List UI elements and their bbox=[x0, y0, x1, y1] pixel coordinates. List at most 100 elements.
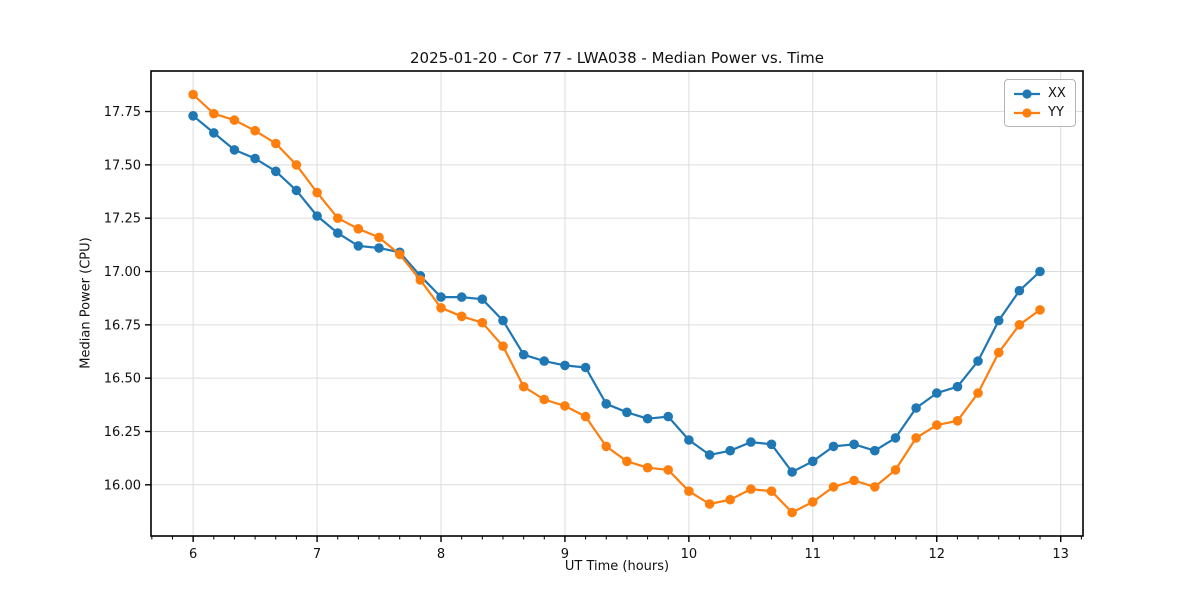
data-point-YY bbox=[1035, 305, 1045, 315]
data-point-XX bbox=[539, 356, 549, 366]
data-point-YY bbox=[622, 456, 632, 467]
data-point-YY bbox=[456, 311, 467, 322]
data-point-XX bbox=[828, 441, 839, 452]
data-point-YY bbox=[601, 441, 611, 452]
data-point-YY bbox=[870, 482, 880, 492]
data-point-XX bbox=[746, 437, 756, 447]
data-point-XX bbox=[870, 445, 880, 456]
data-point-YY bbox=[725, 494, 735, 505]
data-point-XX bbox=[952, 381, 963, 392]
data-point-YY bbox=[271, 138, 281, 149]
data-point-YY bbox=[250, 125, 260, 136]
data-point-YY bbox=[911, 433, 921, 443]
data-point-YY bbox=[766, 486, 777, 497]
data-point-XX bbox=[849, 439, 859, 450]
y-tick-label: 17.25 bbox=[104, 212, 141, 227]
data-point-XX bbox=[766, 439, 777, 450]
data-point-YY bbox=[890, 465, 901, 475]
data-point-XX bbox=[580, 362, 591, 373]
data-point-YY bbox=[312, 187, 322, 198]
series-line-YY bbox=[192, 93, 1041, 514]
data-point-XX bbox=[1014, 285, 1025, 296]
data-point-YY bbox=[932, 420, 942, 430]
y-axis-label: Median Power (CPU) bbox=[78, 237, 94, 369]
legend-label: XX bbox=[1048, 86, 1066, 101]
data-point-YY bbox=[415, 275, 426, 285]
data-point-XX bbox=[1035, 266, 1045, 277]
data-point-YY bbox=[353, 224, 364, 234]
data-point-XX bbox=[374, 243, 384, 253]
x-tick-label: 8 bbox=[437, 547, 445, 562]
data-point-XX bbox=[704, 450, 715, 460]
y-tick-label: 17.00 bbox=[104, 265, 141, 280]
y-tick-label: 16.25 bbox=[104, 425, 141, 440]
data-point-XX bbox=[973, 356, 983, 366]
x-axis-label: UT Time (hours) bbox=[564, 559, 670, 574]
data-point-XX bbox=[518, 349, 529, 360]
axes-spines bbox=[150, 70, 1084, 537]
data-point-YY bbox=[849, 475, 859, 486]
data-point-YY bbox=[394, 249, 405, 260]
x-tick-label: 13 bbox=[1052, 547, 1069, 562]
data-point-YY bbox=[436, 303, 446, 313]
data-point-YY bbox=[1014, 320, 1025, 330]
data-point-YY bbox=[560, 401, 570, 411]
data-point-XX bbox=[312, 211, 322, 221]
data-point-YY bbox=[477, 317, 488, 328]
data-point-XX bbox=[808, 456, 818, 467]
data-point-YY bbox=[333, 213, 343, 223]
x-tick-label: 6 bbox=[189, 547, 197, 562]
data-point-XX bbox=[477, 294, 488, 305]
data-point-XX bbox=[663, 411, 673, 422]
data-point-XX bbox=[456, 292, 467, 302]
data-point-XX bbox=[436, 292, 446, 302]
x-tick-label: 12 bbox=[928, 547, 945, 562]
data-point-XX bbox=[188, 111, 198, 121]
data-point-XX bbox=[271, 166, 281, 177]
y-tick-label: 16.75 bbox=[104, 318, 141, 333]
data-point-YY bbox=[374, 232, 384, 243]
data-point-XX bbox=[333, 228, 343, 238]
data-point-YY bbox=[663, 465, 673, 475]
data-point-XX bbox=[932, 388, 942, 398]
x-tick-label: 9 bbox=[561, 547, 569, 562]
chart-title: 2025-01-20 - Cor 77 - LWA038 - Median Po… bbox=[410, 49, 824, 67]
data-point-XX bbox=[684, 435, 694, 445]
y-tick-label: 17.50 bbox=[104, 158, 141, 173]
legend-label: YY bbox=[1048, 105, 1064, 120]
data-point-XX bbox=[890, 433, 901, 443]
data-point-YY bbox=[498, 341, 508, 352]
data-point-YY bbox=[973, 388, 983, 398]
data-point-XX bbox=[229, 145, 240, 155]
x-tick-label: 10 bbox=[681, 547, 698, 562]
data-point-YY bbox=[291, 160, 302, 170]
legend: XX YY bbox=[1004, 79, 1076, 127]
data-point-YY bbox=[209, 108, 219, 119]
data-point-YY bbox=[808, 497, 818, 507]
data-point-YY bbox=[229, 115, 240, 125]
data-point-YY bbox=[952, 416, 963, 426]
data-point-YY bbox=[993, 347, 1004, 358]
data-point-XX bbox=[725, 445, 735, 456]
data-point-XX bbox=[209, 128, 219, 138]
data-point-YY bbox=[539, 394, 549, 405]
data-point-XX bbox=[250, 153, 260, 164]
y-tick-label: 16.50 bbox=[104, 372, 141, 387]
y-tick-label: 16.00 bbox=[104, 478, 141, 493]
y-tick-label: 17.75 bbox=[104, 105, 141, 120]
data-point-YY bbox=[642, 462, 653, 473]
data-point-XX bbox=[291, 185, 302, 196]
data-point-YY bbox=[746, 484, 756, 494]
data-point-XX bbox=[498, 315, 508, 326]
data-point-YY bbox=[188, 89, 198, 100]
data-point-YY bbox=[828, 482, 839, 492]
data-point-XX bbox=[642, 413, 653, 424]
data-point-XX bbox=[353, 241, 364, 251]
data-point-XX bbox=[601, 399, 611, 409]
data-point-XX bbox=[622, 407, 632, 418]
legend-item: YY bbox=[1012, 103, 1067, 122]
data-point-XX bbox=[911, 403, 921, 413]
legend-item: XX bbox=[1012, 84, 1067, 103]
